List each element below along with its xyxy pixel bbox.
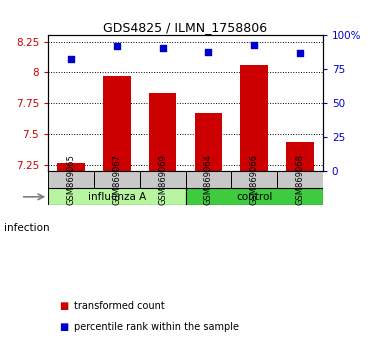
Bar <box>48 171 94 188</box>
Point <box>297 50 303 56</box>
Bar <box>58 163 85 171</box>
Text: infection: infection <box>4 223 49 233</box>
Text: GSM869065: GSM869065 <box>67 154 76 205</box>
Text: GSM869067: GSM869067 <box>112 154 121 205</box>
Bar <box>186 171 231 188</box>
Bar <box>48 188 186 205</box>
Text: ■: ■ <box>59 322 69 332</box>
Text: ■: ■ <box>59 301 69 311</box>
Bar <box>195 113 222 171</box>
Text: control: control <box>236 192 272 202</box>
Point <box>251 42 257 48</box>
Bar <box>103 76 131 171</box>
Point <box>68 56 74 61</box>
Text: GSM869068: GSM869068 <box>295 154 304 205</box>
Point <box>206 49 211 55</box>
Text: percentile rank within the sample: percentile rank within the sample <box>74 322 239 332</box>
Bar <box>149 93 176 171</box>
Text: influenza A: influenza A <box>88 192 146 202</box>
Text: transformed count: transformed count <box>74 301 165 311</box>
Text: GSM869064: GSM869064 <box>204 154 213 205</box>
Point <box>160 45 165 51</box>
Bar <box>186 188 323 205</box>
Title: GDS4825 / ILMN_1758806: GDS4825 / ILMN_1758806 <box>104 21 267 34</box>
Bar <box>286 142 313 171</box>
Bar <box>140 171 186 188</box>
Text: GSM869069: GSM869069 <box>158 154 167 205</box>
Bar <box>231 171 277 188</box>
Text: GSM869066: GSM869066 <box>250 154 259 205</box>
Point <box>114 44 120 49</box>
Bar <box>240 65 268 171</box>
Bar <box>94 171 140 188</box>
Bar <box>277 171 323 188</box>
